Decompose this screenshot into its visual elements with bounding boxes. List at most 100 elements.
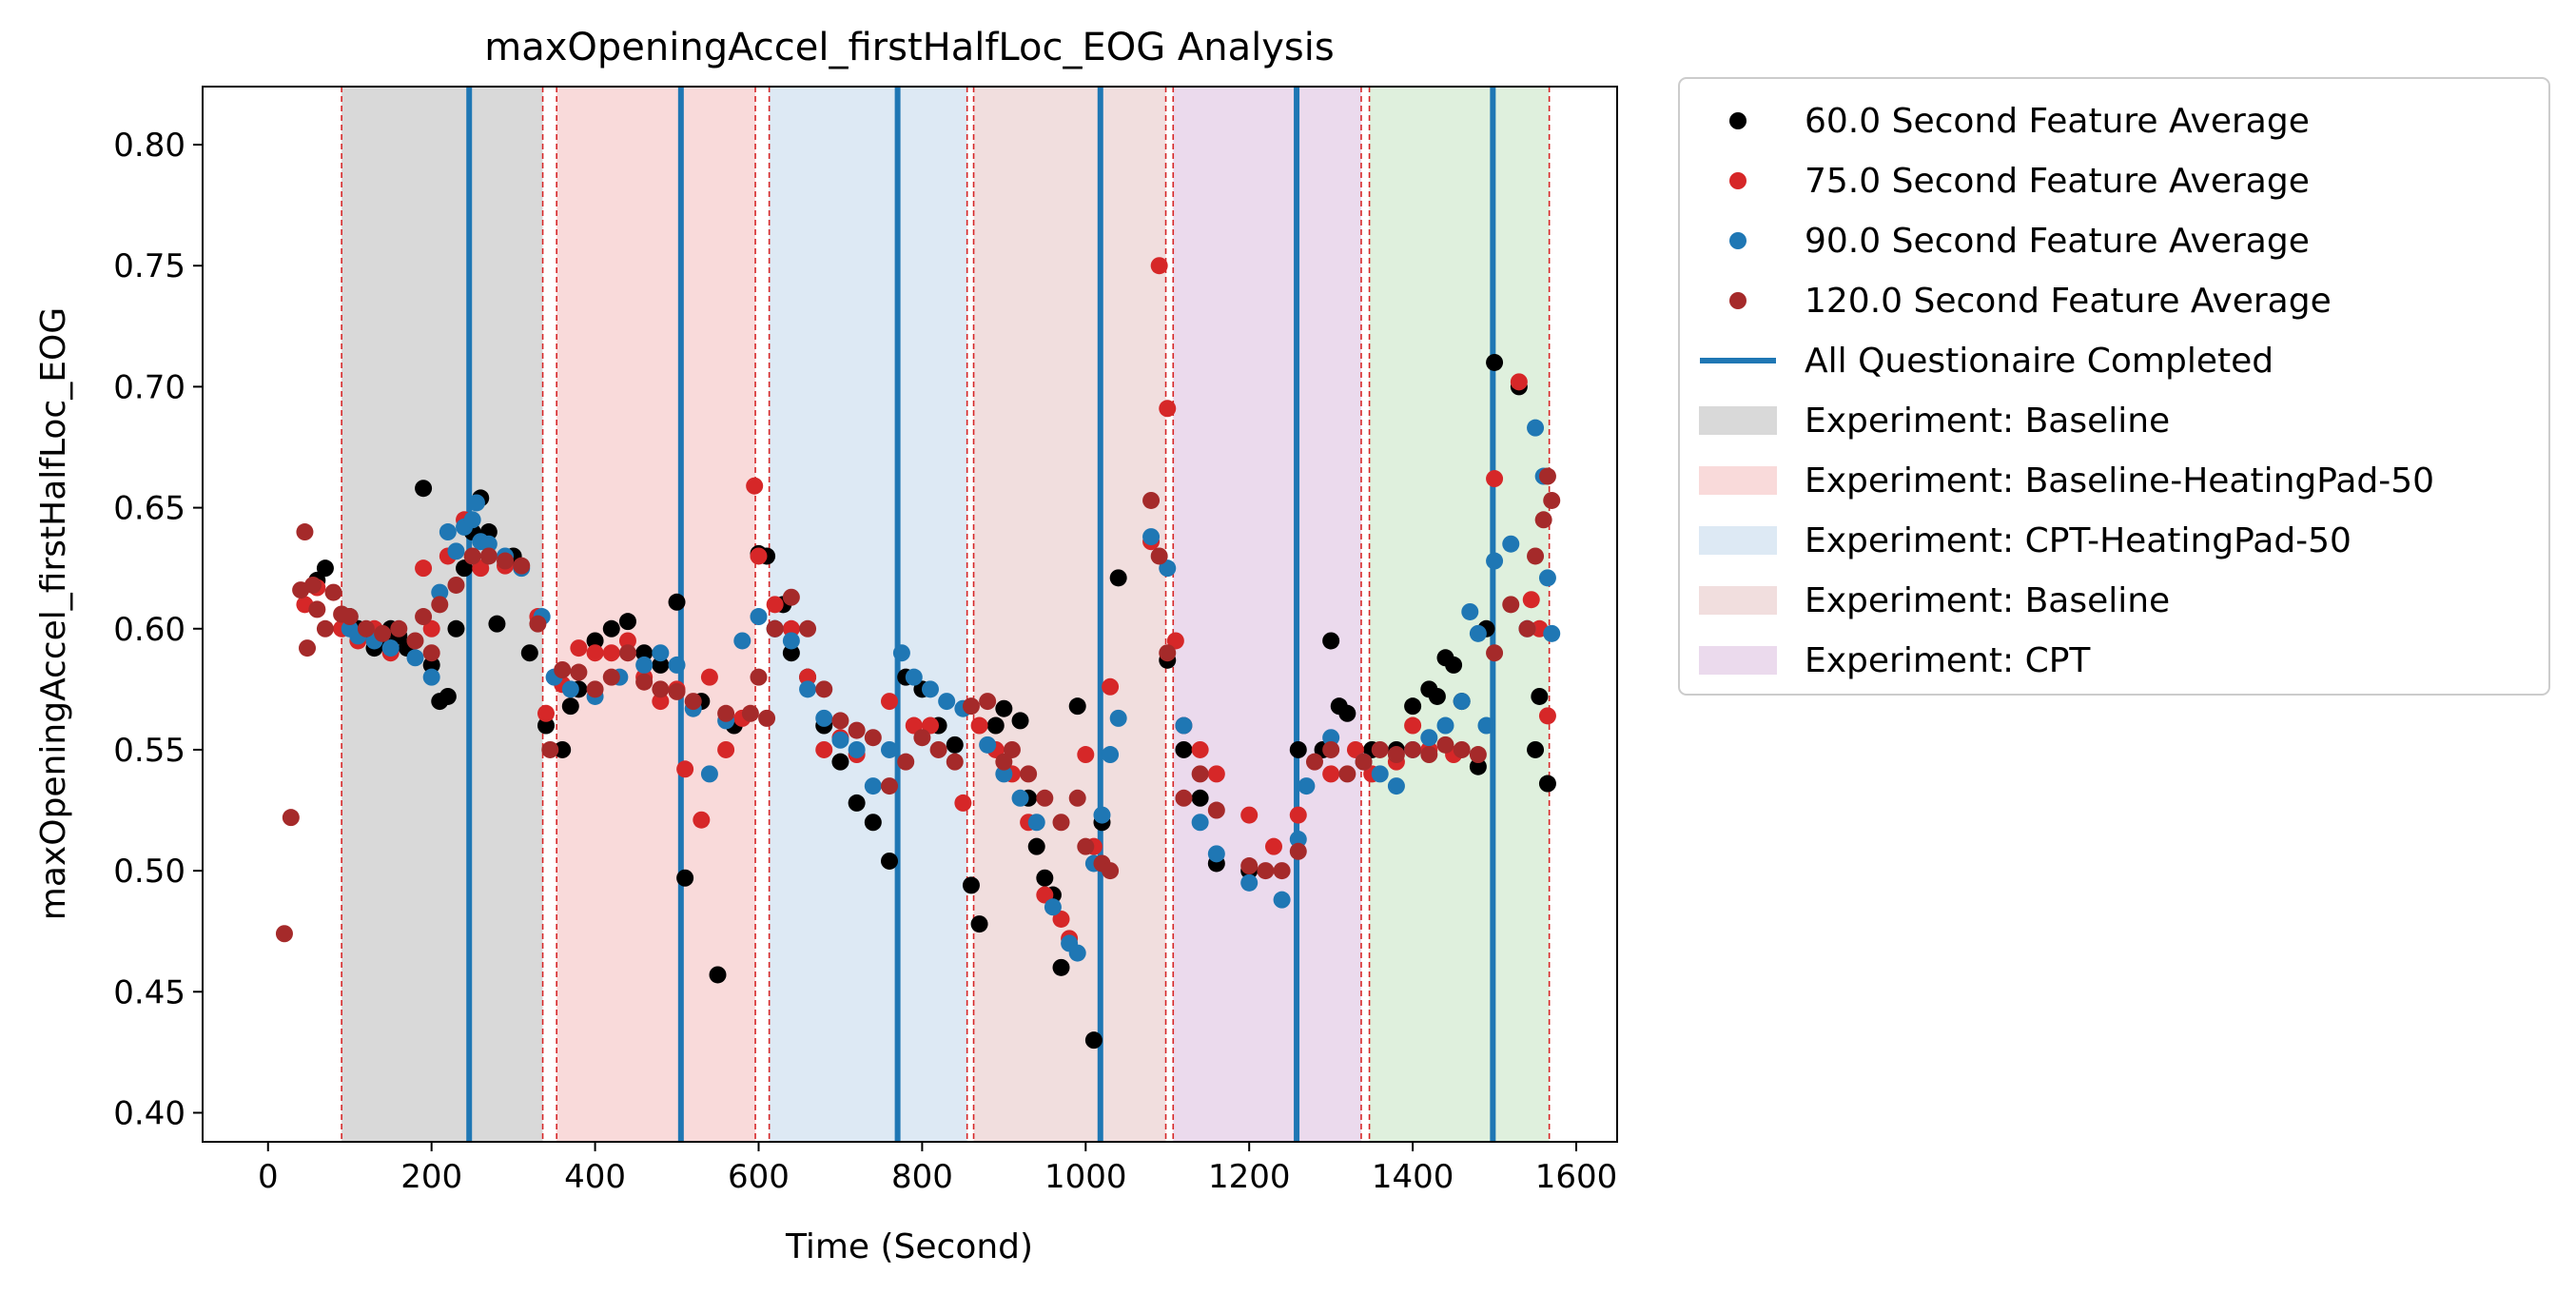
point-s0-53 xyxy=(986,716,1005,735)
point-s1-35 xyxy=(881,693,899,711)
point-s3-27 xyxy=(586,680,604,698)
point-s0-72 xyxy=(1322,632,1340,650)
point-s1-36 xyxy=(905,716,923,735)
point-s3-44 xyxy=(864,729,882,747)
region-2 xyxy=(769,87,967,1142)
legend-label-8: Experiment: Baseline xyxy=(1805,581,2170,620)
point-s1-67 xyxy=(1510,373,1528,391)
point-s0-50 xyxy=(946,736,964,754)
point-s0-19 xyxy=(488,615,506,633)
point-s3-20 xyxy=(479,547,498,565)
point-s0-54 xyxy=(995,699,1013,717)
point-s3-26 xyxy=(570,663,588,681)
point-s3-29 xyxy=(618,644,636,662)
point-s3-7 xyxy=(316,619,334,638)
experiment-regions xyxy=(342,87,1550,1142)
point-s0-51 xyxy=(962,876,980,894)
point-s3-6 xyxy=(308,600,326,618)
point-s0-28 xyxy=(618,613,636,631)
y-tick-label-2: 0.50 xyxy=(113,853,185,891)
point-s3-40 xyxy=(799,619,817,638)
point-s2-5 xyxy=(422,668,440,686)
point-s2-3 xyxy=(381,639,400,657)
point-s3-71 xyxy=(1305,753,1323,771)
point-s1-66 xyxy=(1486,470,1504,488)
point-s1-17 xyxy=(602,644,620,662)
point-s1-59 xyxy=(1322,765,1340,783)
point-s3-72 xyxy=(1322,740,1340,758)
point-s3-31 xyxy=(652,680,670,698)
legend-label-2: 90.0 Second Feature Average xyxy=(1805,222,2310,261)
point-s1-20 xyxy=(652,693,670,711)
point-s3-58 xyxy=(1077,837,1095,855)
legend-marker-1 xyxy=(1729,172,1747,189)
legend-marker-3 xyxy=(1729,292,1747,309)
point-s1-16 xyxy=(586,644,604,662)
point-s3-49 xyxy=(946,753,964,771)
point-s0-13 xyxy=(439,687,457,705)
point-s3-68 xyxy=(1257,862,1275,880)
point-s3-42 xyxy=(831,712,849,730)
point-s0-81 xyxy=(1445,656,1463,674)
point-s2-70 xyxy=(1461,602,1479,620)
point-s3-13 xyxy=(390,619,408,638)
point-s2-11 xyxy=(467,494,485,512)
point-s0-52 xyxy=(970,915,988,933)
point-s1-38 xyxy=(954,794,972,812)
point-s0-21 xyxy=(520,644,538,662)
point-s3-22 xyxy=(513,557,531,575)
point-s0-77 xyxy=(1404,697,1422,716)
point-s1-7 xyxy=(422,619,440,638)
point-s3-38 xyxy=(766,619,784,638)
point-s1-43 xyxy=(1036,886,1054,904)
region-1 xyxy=(556,87,756,1142)
point-s0-10 xyxy=(415,480,433,498)
point-s3-82 xyxy=(1486,644,1504,662)
y-tick-label-5: 0.65 xyxy=(113,490,185,528)
point-s3-70 xyxy=(1289,842,1307,860)
point-s3-74 xyxy=(1355,753,1373,771)
point-s3-69 xyxy=(1273,862,1291,880)
point-s3-50 xyxy=(962,697,980,716)
point-s0-30 xyxy=(652,656,670,674)
point-s3-57 xyxy=(1068,789,1086,807)
point-s3-53 xyxy=(1003,740,1021,758)
x-axis-label: Time (Second) xyxy=(785,1227,1033,1266)
point-s3-60 xyxy=(1102,862,1120,880)
point-s0-11 xyxy=(422,656,440,674)
point-s2-23 xyxy=(668,656,686,674)
point-s2-65 xyxy=(1387,777,1405,795)
point-s0-74 xyxy=(1338,704,1356,722)
point-s0-29 xyxy=(635,644,654,662)
point-s2-10 xyxy=(463,511,481,529)
point-s3-14 xyxy=(406,632,424,650)
point-s2-4 xyxy=(406,649,424,667)
region-0 xyxy=(342,87,543,1142)
legend-label-4: All Questionaire Completed xyxy=(1805,342,2274,381)
legend-patch-5 xyxy=(1699,406,1777,435)
point-s2-52 xyxy=(1109,709,1127,727)
x-tick-label-4: 800 xyxy=(891,1158,953,1196)
legend-patch-9 xyxy=(1699,646,1777,675)
y-tick-label-6: 0.70 xyxy=(113,368,185,406)
point-s0-66 xyxy=(1175,740,1193,758)
point-s0-14 xyxy=(447,619,465,638)
point-s3-85 xyxy=(1527,547,1545,565)
point-s2-31 xyxy=(799,680,817,698)
point-s3-23 xyxy=(529,615,547,633)
legend-marker-2 xyxy=(1729,232,1747,249)
point-s0-31 xyxy=(668,593,686,611)
point-s0-58 xyxy=(1036,869,1054,887)
point-s2-55 xyxy=(1175,716,1193,735)
point-s2-30 xyxy=(782,632,800,650)
point-s3-1 xyxy=(282,809,300,827)
x-tick-label-0: 0 xyxy=(258,1158,279,1196)
point-s2-42 xyxy=(979,736,997,754)
point-s3-48 xyxy=(929,740,947,758)
point-s3-16 xyxy=(422,644,440,662)
point-s0-27 xyxy=(602,619,620,638)
point-s3-80 xyxy=(1453,740,1471,758)
point-s1-6 xyxy=(415,559,433,578)
x-tick-label-8: 1600 xyxy=(1535,1158,1618,1196)
